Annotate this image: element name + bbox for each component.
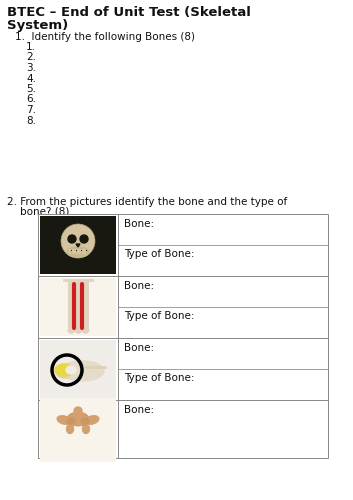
Text: Bone:: Bone: [124, 219, 154, 229]
Circle shape [80, 235, 88, 243]
Bar [40, 278, 116, 336]
Bar [303, 371, 316, 382]
Bar [271, 397, 284, 408]
Polygon shape [252, 304, 285, 332]
Text: Bone:: Bone: [124, 405, 154, 415]
Text: 3: 3 [307, 372, 312, 381]
Text: 7: 7 [302, 417, 307, 426]
Ellipse shape [67, 412, 89, 426]
Bar [38, 214, 328, 276]
Bar [38, 276, 328, 338]
Bar [170, 401, 183, 412]
Ellipse shape [66, 424, 73, 434]
Bar [170, 421, 183, 432]
Text: 1.  Identify the following Bones (8): 1. Identify the following Bones (8) [15, 32, 195, 42]
Text: Type of Bone:: Type of Bone: [124, 249, 195, 259]
Text: System): System) [7, 19, 68, 32]
Ellipse shape [83, 424, 90, 434]
Ellipse shape [55, 364, 73, 376]
Text: Bone:: Bone: [124, 281, 154, 291]
Bar [38, 400, 328, 458]
Bar [308, 324, 321, 335]
Circle shape [247, 359, 257, 369]
Bar [298, 416, 311, 427]
Text: 3.: 3. [26, 63, 36, 73]
Text: 8: 8 [174, 422, 179, 431]
Text: 5: 5 [275, 398, 280, 407]
Bar [40, 340, 116, 398]
Ellipse shape [81, 418, 89, 424]
Text: 2. From the pictures identify the bone and the type of: 2. From the pictures identify the bone a… [7, 197, 287, 207]
Text: BTEC – End of Unit Test (Skeletal: BTEC – End of Unit Test (Skeletal [7, 6, 251, 19]
Bar [40, 216, 116, 274]
Bar [40, 398, 116, 462]
Text: 6.: 6. [26, 94, 36, 104]
Text: 1: 1 [312, 325, 317, 334]
Text: 1.: 1. [26, 42, 36, 52]
Circle shape [61, 224, 95, 258]
Ellipse shape [57, 416, 71, 424]
Text: 4: 4 [182, 378, 187, 387]
Ellipse shape [66, 366, 76, 374]
Bar [178, 377, 191, 388]
Bar [172, 346, 185, 357]
Text: 8.: 8. [26, 116, 36, 126]
Text: bone? (8): bone? (8) [7, 207, 70, 217]
Text: Bone:: Bone: [124, 343, 154, 353]
Ellipse shape [67, 418, 75, 424]
Text: Type of Bone:: Type of Bone: [124, 311, 195, 321]
Text: 5.: 5. [26, 84, 36, 94]
Polygon shape [76, 244, 80, 247]
Text: Type of Bone:: Type of Bone: [124, 373, 195, 383]
Ellipse shape [74, 407, 82, 415]
Text: 6: 6 [174, 402, 179, 411]
Ellipse shape [60, 361, 104, 381]
Text: 2.: 2. [26, 52, 36, 62]
Text: 7.: 7. [26, 105, 36, 115]
Bar [38, 338, 328, 400]
Ellipse shape [85, 416, 99, 424]
Ellipse shape [56, 364, 72, 378]
Circle shape [68, 235, 76, 243]
Text: 2: 2 [176, 347, 181, 356]
Text: 4.: 4. [26, 74, 36, 84]
Ellipse shape [67, 247, 89, 257]
